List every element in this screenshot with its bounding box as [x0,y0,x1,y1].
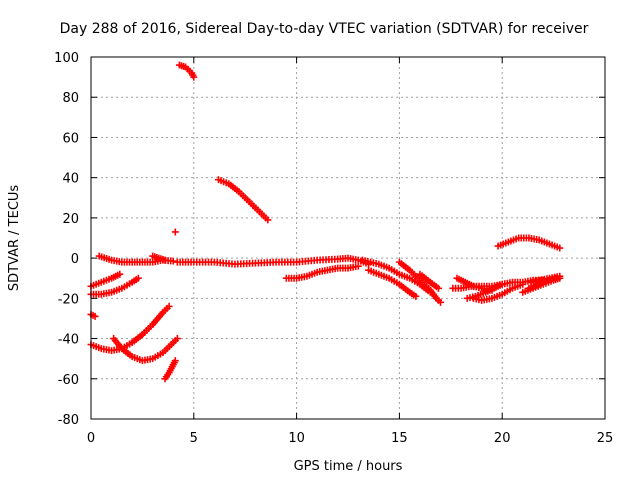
x-axis-label: GPS time / hours [294,459,403,474]
series-arc-4 [88,311,99,320]
y-tick-label: 20 [62,212,79,227]
chart-svg: 0 5 10 15 20 25 -80 -60 -40 -20 0 20 40 60 80 100 Day 2… [0,0,640,480]
series-arc-5 [88,303,173,354]
y-tick-label: -20 [58,292,79,307]
y-tick-label: -40 [58,333,79,348]
series-arc-2 [88,271,124,290]
series-arc-10 [215,176,271,223]
ticks: 0 5 10 15 20 25 -80 -60 -40 -20 0 20 40 60 80 100 [54,51,613,446]
series-arc-14 [396,259,444,306]
series-arc-20 [495,235,564,252]
sdtvar-chart: 0 5 10 15 20 25 -80 -60 -40 -20 0 20 40 60 80 100 Day 2… [0,0,640,480]
y-tick-label: 0 [71,252,79,267]
chart-title: Day 288 of 2016, Sidereal Day-to-day VTE… [60,21,589,37]
y-axis-label: SDTVAR / TECUs [7,185,22,292]
y-tick-label: 40 [62,172,79,187]
data-point [172,228,179,235]
series-arc-9 [176,62,197,81]
y-tick-label: 60 [62,131,79,146]
x-tick-label: 5 [190,431,198,446]
y-tick-label: 100 [54,51,79,66]
series-arc-8 [172,228,179,235]
series-arc-11 [283,263,362,282]
y-tick-label: -80 [58,413,79,428]
x-tick-label: 20 [494,431,511,446]
x-tick-label: 10 [288,431,305,446]
data-points [88,62,564,383]
x-tick-label: 15 [391,431,408,446]
x-tick-label: 25 [597,431,614,446]
series-arc-6 [110,335,181,364]
x-tick-label: 0 [87,431,95,446]
y-tick-label: 80 [62,91,79,106]
y-tick-label: -60 [58,373,79,388]
